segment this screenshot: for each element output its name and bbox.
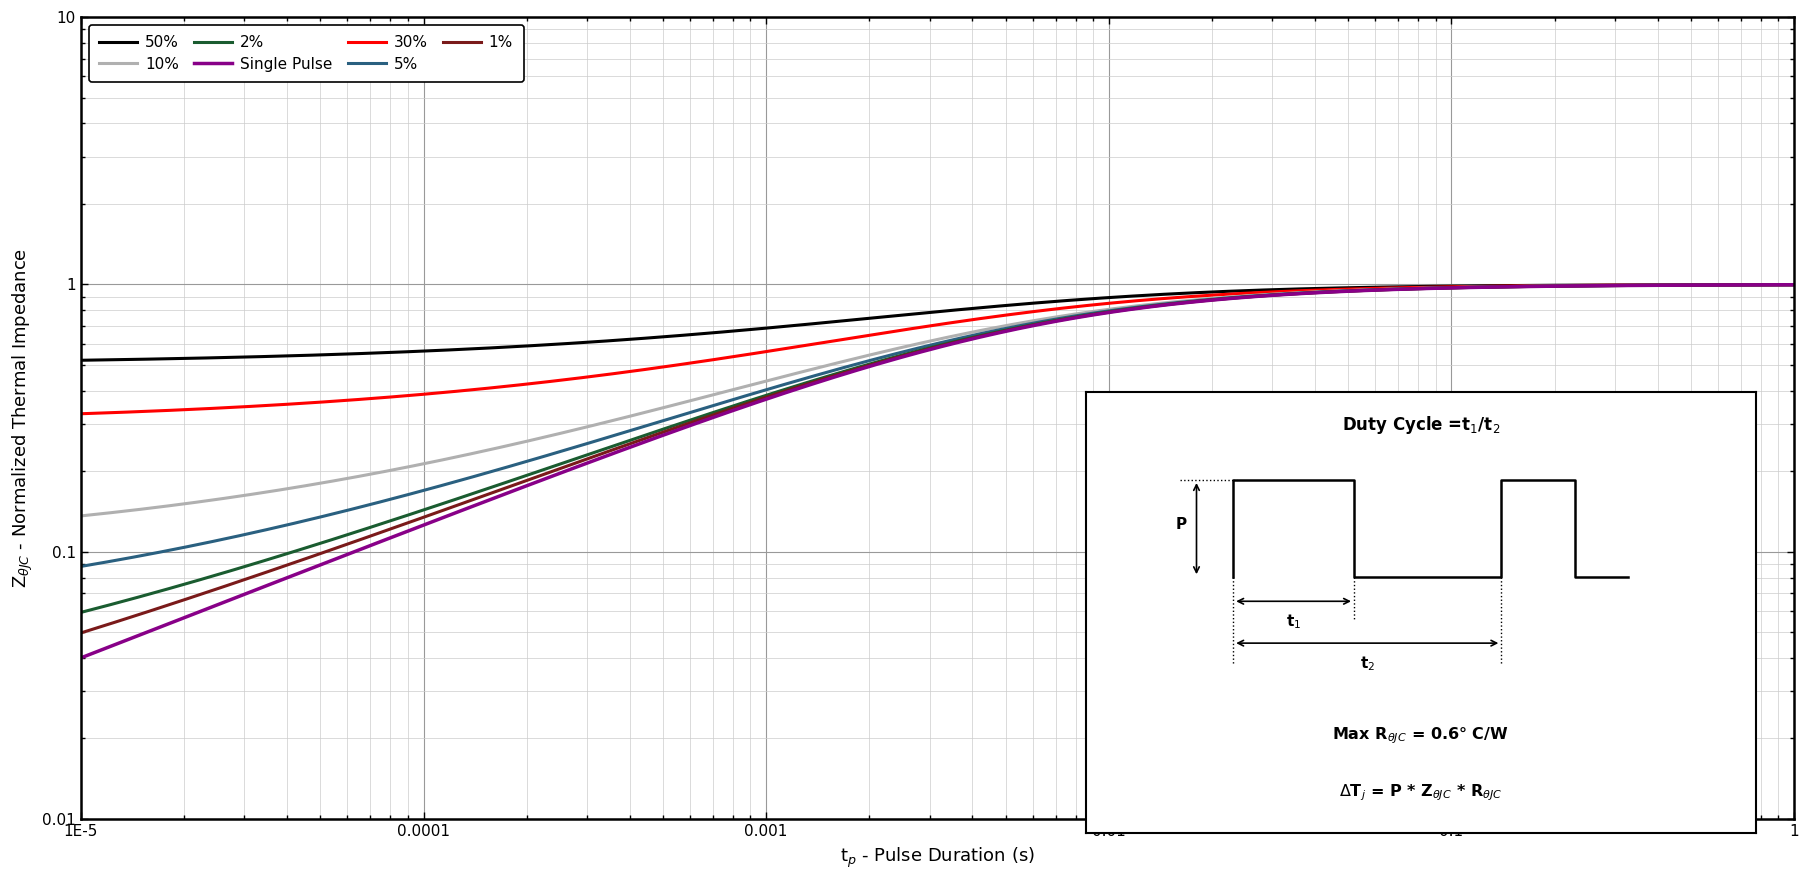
10% — [802, 364, 824, 374]
30% — [802, 339, 824, 350]
Single Pulse — [266, 577, 288, 588]
1% — [71, 627, 92, 638]
5% — [266, 522, 288, 533]
Text: P: P — [1175, 516, 1187, 532]
30% — [71, 409, 92, 419]
50% — [802, 319, 824, 329]
50% — [1783, 279, 1805, 290]
2% — [71, 607, 92, 618]
1% — [1783, 279, 1805, 290]
Line: 5%: 5% — [81, 285, 1794, 566]
Single Pulse — [802, 379, 824, 389]
Line: 30%: 30% — [81, 285, 1794, 414]
10% — [1750, 279, 1772, 290]
2% — [266, 552, 288, 562]
1% — [266, 564, 288, 574]
5% — [71, 561, 92, 572]
1% — [367, 528, 389, 538]
Single Pulse — [1566, 281, 1587, 292]
Text: t$_1$: t$_1$ — [1287, 612, 1301, 631]
2% — [367, 520, 389, 530]
2% — [802, 375, 824, 386]
30% — [728, 351, 749, 361]
Y-axis label: Z$_{\theta JC}$ - Normalized Thermal Impedance: Z$_{\theta JC}$ - Normalized Thermal Imp… — [11, 248, 36, 588]
1% — [802, 377, 824, 388]
Text: $\Delta$T$_j$ = P * Z$_{\theta JC}$ * R$_{\theta JC}$: $\Delta$T$_j$ = P * Z$_{\theta JC}$ * R$… — [1339, 782, 1502, 803]
10% — [266, 485, 288, 496]
50% — [728, 325, 749, 336]
10% — [71, 511, 92, 522]
30% — [1566, 280, 1587, 291]
5% — [1783, 279, 1805, 290]
Text: t$_2$: t$_2$ — [1359, 654, 1376, 673]
10% — [1566, 280, 1587, 291]
Legend: 50%, 10%, 2%, Single Pulse, 30%, 5%, 1%, : 50%, 10%, 2%, Single Pulse, 30%, 5%, 1%, — [89, 25, 523, 82]
1% — [1566, 281, 1587, 292]
30% — [1750, 279, 1772, 290]
30% — [266, 400, 288, 411]
Single Pulse — [1750, 279, 1772, 290]
Single Pulse — [367, 537, 389, 548]
5% — [1566, 280, 1587, 291]
5% — [367, 497, 389, 507]
5% — [802, 371, 824, 381]
2% — [1750, 279, 1772, 290]
50% — [1566, 280, 1587, 291]
5% — [1750, 279, 1772, 290]
2% — [1566, 280, 1587, 291]
Single Pulse — [71, 653, 92, 663]
50% — [1750, 279, 1772, 290]
Single Pulse — [1783, 279, 1805, 290]
Line: Single Pulse: Single Pulse — [81, 285, 1794, 658]
50% — [71, 355, 92, 366]
Line: 10%: 10% — [81, 285, 1794, 516]
Text: Duty Cycle =t$_1$/t$_2$: Duty Cycle =t$_1$/t$_2$ — [1341, 414, 1500, 436]
10% — [367, 468, 389, 478]
1% — [728, 402, 749, 412]
Line: 1%: 1% — [81, 285, 1794, 633]
10% — [728, 383, 749, 394]
Text: Max R$_{\theta JC}$ = 0.6° C/W: Max R$_{\theta JC}$ = 0.6° C/W — [1332, 725, 1510, 746]
30% — [367, 393, 389, 403]
2% — [1783, 279, 1805, 290]
2% — [728, 399, 749, 410]
50% — [266, 351, 288, 361]
50% — [367, 348, 389, 359]
10% — [1783, 279, 1805, 290]
Single Pulse — [728, 403, 749, 414]
Line: 50%: 50% — [81, 285, 1794, 360]
5% — [728, 393, 749, 403]
1% — [1750, 279, 1772, 290]
30% — [1783, 279, 1805, 290]
Line: 2%: 2% — [81, 285, 1794, 612]
X-axis label: t$_p$ - Pulse Duration (s): t$_p$ - Pulse Duration (s) — [840, 846, 1035, 870]
